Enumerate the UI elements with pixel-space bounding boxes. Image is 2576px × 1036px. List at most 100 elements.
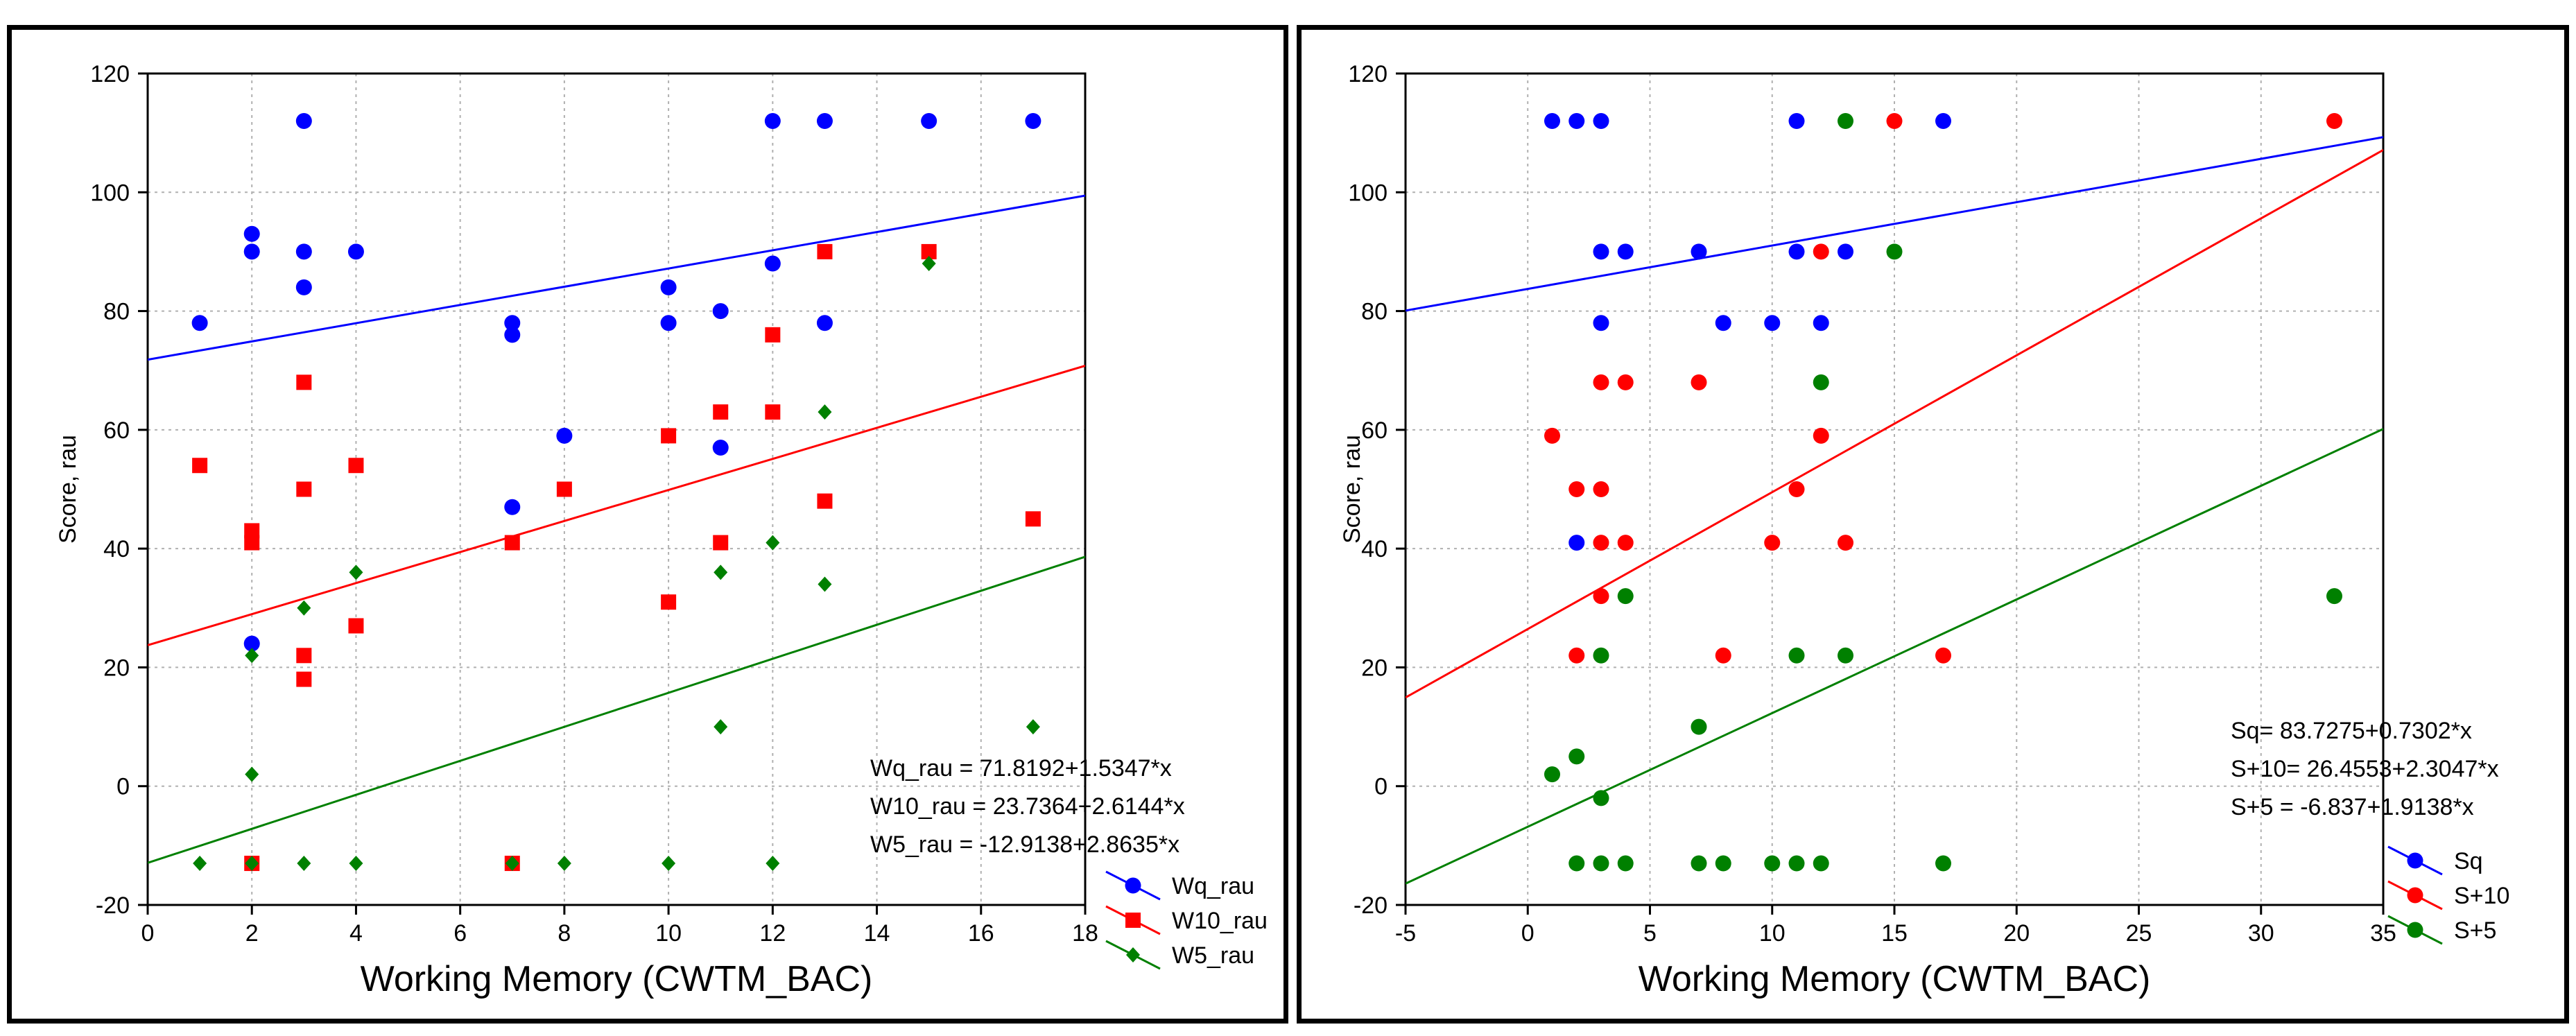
- data-point: [713, 535, 729, 551]
- data-point: [556, 427, 573, 444]
- y-tick-label: 120: [90, 61, 130, 87]
- data-point: [1691, 718, 1707, 735]
- data-point: [1813, 243, 1829, 260]
- data-point: [1568, 855, 1585, 872]
- data-point: [1617, 535, 1634, 551]
- data-point: [1788, 647, 1805, 664]
- data-point: [1838, 243, 1853, 260]
- x-tick-label: 16: [968, 920, 994, 947]
- data-point: [1764, 535, 1781, 551]
- data-point: [1764, 855, 1781, 872]
- data-point: [243, 243, 260, 260]
- data-point: [191, 315, 208, 331]
- data-point: [1593, 481, 1609, 497]
- data-point: [193, 856, 207, 872]
- regression-equation: S+5 = -6.837+1.9138*x: [2231, 794, 2474, 820]
- data-point: [713, 404, 729, 420]
- data-point: [766, 535, 780, 551]
- data-point: [816, 315, 833, 331]
- y-axis-label: Score, rau: [55, 435, 81, 544]
- y-tick-label: 60: [1361, 417, 1388, 444]
- plot-frame: [146, 72, 1087, 906]
- data-point: [244, 535, 260, 551]
- x-tick-label: 14: [864, 920, 890, 947]
- data-point: [764, 113, 781, 130]
- x-tick-label: 12: [759, 920, 786, 947]
- y-tick-label: 40: [103, 536, 130, 562]
- data-point: [1025, 511, 1041, 527]
- data-point: [1593, 243, 1609, 260]
- fit-line-wq-rau: [148, 194, 1085, 361]
- x-tick-label: 30: [2248, 920, 2274, 947]
- data-point: [921, 243, 937, 259]
- legend-marker: [1125, 877, 1141, 894]
- data-point: [1568, 535, 1585, 551]
- regression-equation: Sq= 83.7275+0.7302*x: [2231, 718, 2472, 744]
- regression-equation: W10_rau = 23.7364+2.6144*x: [870, 793, 1185, 820]
- data-point: [1544, 766, 1560, 783]
- legend-label: S+10: [2454, 883, 2509, 909]
- data-point: [295, 243, 312, 260]
- data-point: [1813, 855, 1829, 872]
- y-tick-label: -20: [96, 892, 130, 919]
- data-point: [1715, 647, 1731, 664]
- legend-label: Wq_rau: [1172, 873, 1254, 899]
- data-point: [192, 458, 208, 474]
- data-point: [245, 648, 259, 664]
- data-point: [660, 279, 677, 295]
- data-point: [2326, 588, 2342, 605]
- legend-marker: [1126, 947, 1140, 962]
- fit-line-s-10: [1406, 149, 2383, 699]
- x-tick-label: 0: [141, 920, 155, 947]
- right-chart-panel: -5 0 5 10 15 20 25 30 35 -20 0 20 40 60 80 100 120 Workin…: [1297, 25, 2569, 1024]
- data-point: [296, 481, 312, 497]
- regression-equation: W5_rau = -12.9138+2.8635*x: [870, 831, 1179, 858]
- data-point: [295, 279, 312, 295]
- x-tick-label: 10: [1759, 920, 1786, 947]
- left-chart: 0 2 4 6 8 10 12 14 16 18 -20 0 20 40 60 80 100 120 Working…: [55, 61, 1268, 999]
- legend-marker: [2407, 922, 2423, 938]
- data-point: [1764, 315, 1781, 331]
- data-point: [1788, 113, 1805, 130]
- regression-equation: Wq_rau = 71.8192+1.5347*x: [870, 755, 1172, 782]
- legend-label: Sq: [2454, 848, 2483, 874]
- data-point: [244, 523, 260, 539]
- y-tick-label: 20: [103, 655, 130, 681]
- data-point: [1788, 855, 1805, 872]
- y-tick-label: 100: [90, 180, 130, 206]
- y-tick-label: 40: [1361, 536, 1388, 562]
- data-point: [245, 856, 259, 872]
- y-axis-label: Score, rau: [1339, 435, 1365, 544]
- legend-label: W10_rau: [1172, 908, 1268, 934]
- fit-line-sq: [1406, 136, 2383, 312]
- data-point: [764, 255, 781, 272]
- series-w5-rau: [193, 256, 1040, 872]
- x-tick-label: 2: [245, 920, 259, 947]
- x-axis-label: Working Memory (CWTM_BAC): [1639, 959, 2151, 999]
- data-point: [347, 243, 364, 260]
- data-point: [765, 404, 781, 420]
- x-tick-label: 15: [1881, 920, 1908, 947]
- data-point: [817, 243, 833, 259]
- series-sq: [1544, 113, 1951, 551]
- data-point: [1788, 481, 1805, 497]
- legend-label: W5_rau: [1172, 942, 1254, 969]
- x-tick-label: 5: [1643, 920, 1657, 947]
- fit-line-w10-rau: [148, 364, 1085, 646]
- data-point: [1544, 113, 1560, 130]
- legend-marker: [2407, 852, 2423, 869]
- data-point: [295, 113, 312, 130]
- data-point: [1617, 855, 1634, 872]
- y-tick-label: 100: [1348, 180, 1388, 206]
- data-point: [243, 225, 260, 242]
- y-tick-label: 80: [103, 299, 130, 325]
- data-point: [1568, 113, 1585, 130]
- series-s-10: [1544, 113, 2342, 664]
- y-tick-label: 120: [1348, 61, 1388, 87]
- data-point: [1544, 427, 1560, 444]
- data-point: [348, 618, 364, 634]
- data-point: [504, 327, 521, 343]
- data-point: [1593, 113, 1609, 130]
- data-point: [1691, 374, 1707, 390]
- data-point: [818, 404, 832, 420]
